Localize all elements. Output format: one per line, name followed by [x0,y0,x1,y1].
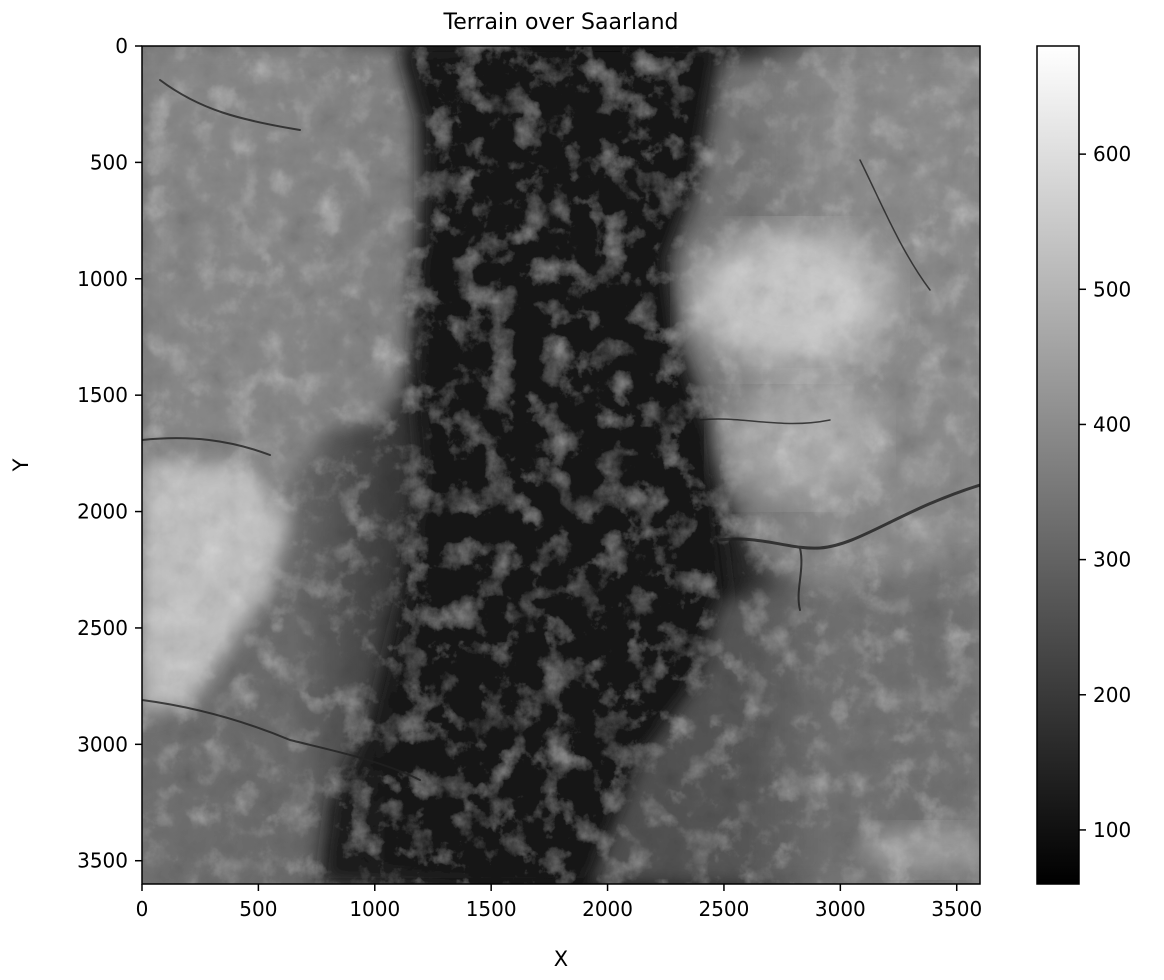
y-tick-label: 500 [90,150,128,174]
colorbar: 100 200 300 400 500 600 [1036,45,1131,885]
x-axis: 0 500 1000 1500 2000 2500 3000 3500 [136,884,982,921]
y-tick-label: 1500 [77,383,128,407]
colorbar-ticks: 100 200 300 400 500 600 [1079,142,1131,842]
y-tick-label: 2000 [77,500,128,524]
colorbar-tick-label: 600 [1093,142,1131,166]
x-axis-label: X [554,947,568,971]
x-tick-label: 2000 [582,897,633,921]
colorbar-tick-label: 200 [1093,683,1131,707]
y-axis: 0 500 1000 1500 2000 2500 3000 3500 [77,34,142,873]
y-tick-label: 2500 [77,616,128,640]
x-tick-label: 3500 [931,897,982,921]
colorbar-tick-label: 500 [1093,277,1131,301]
y-tick-label: 3500 [77,849,128,873]
x-tick-label: 1500 [466,897,517,921]
colorbar-frame [1036,45,1080,885]
x-tick-label: 3000 [815,897,866,921]
y-tick-label: 3000 [77,732,128,756]
heatmap-image [142,46,980,884]
colorbar-tick-label: 400 [1093,412,1131,436]
colorbar-gradient [1037,46,1079,884]
y-axis-label: Y [9,458,33,472]
colorbar-tick-label: 100 [1093,818,1131,842]
colorbar-tick-label: 300 [1093,548,1131,572]
y-tick-label: 1000 [77,267,128,291]
chart-title: Terrain over Saarland [443,10,679,35]
y-tick-label: 0 [115,34,128,58]
x-tick-label: 2500 [698,897,749,921]
x-tick-label: 0 [136,897,149,921]
plot-frame [141,45,981,885]
x-tick-label: 1000 [349,897,400,921]
x-tick-label: 500 [239,897,277,921]
